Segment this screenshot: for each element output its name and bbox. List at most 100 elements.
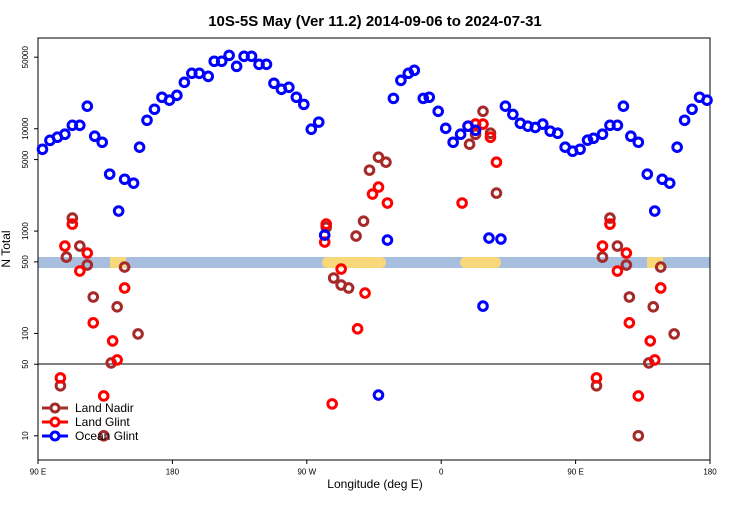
point: [202, 70, 215, 83]
point: [483, 232, 495, 244]
point: [617, 100, 630, 113]
point: [596, 251, 609, 263]
point: [654, 261, 667, 273]
point: [118, 173, 131, 186]
point: [477, 105, 489, 118]
point: [215, 55, 228, 68]
point: [372, 181, 385, 193]
point: [701, 94, 713, 107]
point: [133, 141, 146, 154]
point: [536, 118, 549, 130]
point: [381, 234, 394, 246]
point: [106, 335, 119, 347]
point: [327, 272, 340, 284]
point: [245, 50, 258, 63]
point: [81, 247, 94, 259]
point: [499, 100, 512, 113]
band-patch: [647, 257, 663, 268]
point: [623, 291, 636, 303]
legend-marker: [49, 402, 61, 414]
point: [507, 108, 519, 121]
point: [357, 215, 370, 227]
point: [671, 141, 683, 154]
point: [359, 287, 371, 299]
point: [581, 134, 594, 146]
band-patch: [322, 257, 386, 268]
x-tick-label: 0: [439, 468, 444, 477]
point: [551, 127, 564, 140]
point: [668, 328, 680, 340]
point: [342, 282, 355, 294]
point: [163, 94, 176, 107]
point: [260, 58, 273, 71]
point: [387, 92, 400, 105]
point: [326, 398, 338, 410]
legend-label: Ocean Glint: [75, 429, 139, 443]
point: [118, 261, 131, 273]
point: [141, 114, 153, 127]
point: [305, 123, 318, 136]
point: [81, 259, 94, 271]
point: [469, 128, 482, 141]
point: [648, 354, 661, 366]
point: [469, 124, 482, 137]
point: [380, 156, 392, 168]
point: [312, 116, 325, 128]
marks: [36, 49, 713, 442]
point: [74, 240, 86, 252]
point: [178, 76, 191, 89]
y-axis-label: N Total: [0, 230, 13, 267]
point: [648, 205, 661, 217]
point: [268, 77, 280, 90]
y-tick-label: 10000: [21, 117, 30, 140]
point: [644, 335, 657, 347]
point: [88, 130, 101, 143]
y-tick-label: 500: [21, 255, 30, 269]
point: [366, 188, 379, 200]
point: [484, 127, 497, 140]
point: [432, 105, 445, 118]
y-tick-label: 50000: [21, 46, 30, 69]
point: [454, 128, 467, 141]
point: [447, 136, 459, 149]
point: [611, 119, 624, 132]
point: [60, 251, 73, 263]
point: [654, 282, 667, 294]
point: [456, 197, 468, 209]
band-patch: [460, 257, 501, 268]
point: [477, 118, 489, 130]
plot-frame: [37, 37, 711, 461]
point: [611, 265, 624, 277]
point: [381, 197, 394, 209]
point: [66, 218, 79, 230]
point: [290, 91, 303, 104]
band-patch: [110, 257, 126, 268]
point: [132, 328, 144, 340]
point: [81, 100, 94, 113]
legend-marker: [49, 430, 61, 442]
y-tick-label: 50: [21, 359, 30, 368]
point: [587, 132, 600, 145]
point: [223, 49, 235, 62]
point: [625, 130, 637, 143]
point: [320, 218, 333, 230]
x-tick-label: 90 W: [297, 468, 316, 477]
point: [97, 390, 110, 402]
point: [623, 317, 636, 329]
point: [484, 131, 497, 144]
point: [620, 259, 633, 271]
point: [463, 138, 476, 151]
point: [112, 205, 125, 217]
point: [490, 156, 503, 168]
point: [632, 390, 645, 402]
legend-label: Land Nadir: [75, 401, 134, 415]
point: [118, 282, 131, 294]
point: [171, 89, 183, 102]
point: [596, 240, 609, 252]
point: [408, 64, 421, 77]
chart-title: 10S-5S May (Ver 11.2) 2014-09-06 to 2024…: [208, 13, 542, 30]
point: [111, 354, 123, 366]
point: [318, 236, 331, 248]
point: [632, 136, 645, 149]
